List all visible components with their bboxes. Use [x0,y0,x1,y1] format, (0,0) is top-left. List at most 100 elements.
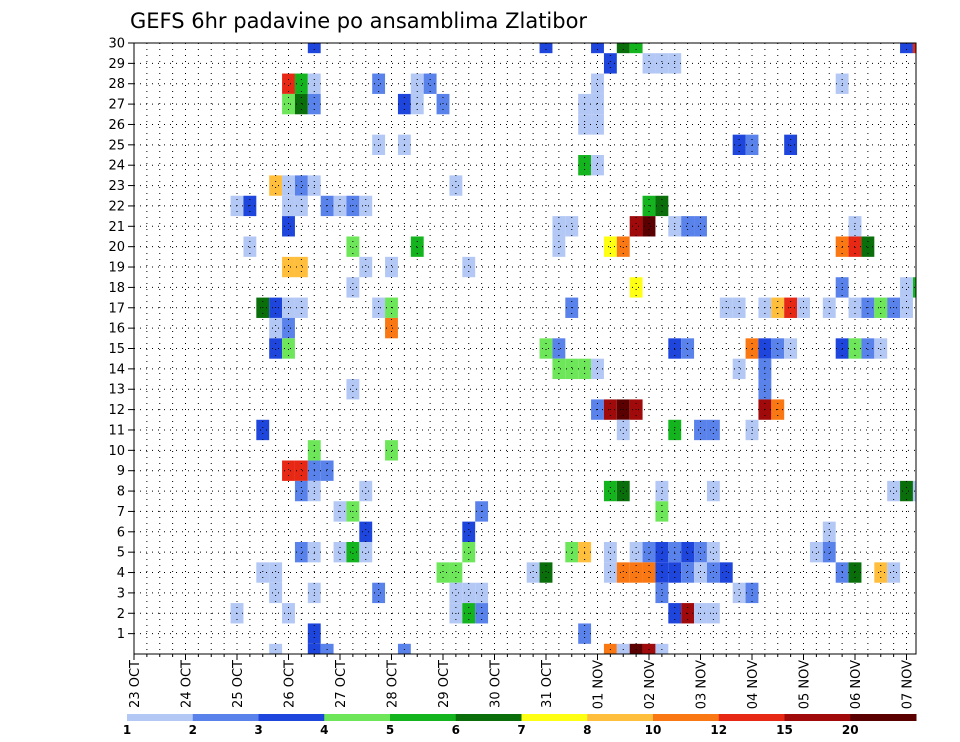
x-tick-label: 26 OCT [283,660,298,708]
heatmap-cell [294,460,308,481]
heatmap-cell [706,541,720,563]
colorbar-label: 20 [842,723,859,737]
y-tick-label: 22 [108,199,125,214]
y-tick-label: 15 [108,342,125,357]
y-tick-label: 29 [108,57,125,72]
x-tick-label: 02 NOV [643,660,658,709]
x-tick-label: 07 NOV [901,660,916,709]
heatmap-cell [629,216,643,237]
heatmap-cell [282,216,295,237]
heatmap-cell [269,643,283,654]
y-tick-label: 23 [108,179,125,194]
y-tick-label: 20 [108,240,125,255]
heatmap-cell [294,175,308,196]
colorbar-label: 4 [320,723,328,737]
heatmap-cell [385,256,398,278]
x-tick-label: 04 NOV [746,660,761,709]
heatmap-cell [912,43,916,54]
heatmap-cell [732,134,746,156]
heatmap-cell [591,73,604,94]
heatmap-cell [616,43,630,54]
heatmap-cell [282,73,295,94]
heatmap-cell [784,134,798,156]
x-tick-label: 30 OCT [489,660,504,708]
heatmap-cell [243,236,257,257]
x-tick-label: 06 NOV [849,660,864,709]
heatmap-cell [706,480,720,502]
heatmap-cell [603,236,617,257]
heatmap-cell [616,480,630,502]
chart-title: GEFS 6hr padavine po ansamblima Zlatibor [130,9,587,33]
colorbar-swatch [455,714,522,721]
colorbar: 1 2 3 4 5 6 7 8 10 12 15 20 [123,714,917,737]
y-tick-label: 7 [117,505,125,520]
heatmap-cell [346,277,360,298]
heatmap-cell [372,582,386,604]
heatmap-cell [346,541,360,563]
colorbar-label: 5 [386,723,394,737]
heatmap-cell [681,562,695,583]
heatmap-cell [655,562,669,583]
colorbar-swatch [521,714,588,721]
heatmap-cell [732,582,746,604]
heatmap-cell [732,358,746,380]
heatmap-cell [539,43,553,54]
y-tick-label: 30 [108,37,125,52]
colorbar-swatch [850,714,917,721]
heatmap-cell [642,541,656,563]
heatmap-cell [436,562,450,583]
heatmap-cell [372,134,386,156]
heatmap-cell [591,358,604,380]
heatmap-cell [552,358,566,380]
colorbar-swatch [324,714,391,721]
y-tick-label: 17 [108,301,125,316]
heatmap-cell [462,521,476,542]
x-tick-label: 23 OCT [128,660,143,708]
heatmap-cell [629,562,643,583]
x-tick-label: 25 OCT [231,660,246,708]
heatmap-cell [269,175,283,196]
heatmap-cell [681,338,695,359]
y-tick-label: 25 [108,138,125,153]
x-tick-label: 01 NOV [592,660,607,709]
colorbar-swatch [390,714,457,721]
heatmap-cell [372,73,386,94]
colorbar-swatch [653,714,720,721]
heatmap-cell [706,419,720,441]
heatmap-cell [539,338,553,359]
colorbar-label: 1 [123,723,131,737]
heatmap-cell [565,358,579,380]
heatmap-cell [681,541,695,563]
heatmap-cell [269,582,283,604]
heatmap-cell [874,562,888,583]
heatmap-cell [294,93,308,115]
y-tick-label: 8 [117,485,125,500]
heatmap-cell [900,480,913,502]
heatmap-cell [771,338,785,359]
heatmap-cell [346,236,360,257]
y-tick-label: 11 [108,423,125,438]
heatmap-cell [809,541,823,563]
heatmap-cell [694,562,707,583]
heatmap-cell [294,480,308,502]
heatmap-cell [269,562,283,583]
colorbar-label: 12 [710,723,727,737]
grid-lines [134,43,916,654]
heatmap-cell [616,643,630,654]
x-tick-label: 29 OCT [437,660,452,708]
heatmap-cell [861,236,875,257]
heatmap-cell [282,338,295,359]
heatmap-cell [874,338,888,359]
heatmap-cell [887,562,901,583]
y-tick-label: 18 [108,281,125,296]
colorbar-swatch [258,714,325,721]
heatmap-cell [603,480,617,502]
y-tick-label: 10 [108,444,125,459]
heatmap-cell [655,582,669,604]
heatmap-cell [320,643,334,654]
x-tick-label: 31 OCT [540,660,555,708]
heatmap-cell [449,175,463,196]
colorbar-swatch [127,714,194,721]
heatmap-cell [333,541,347,563]
heatmap-cell [822,521,836,542]
